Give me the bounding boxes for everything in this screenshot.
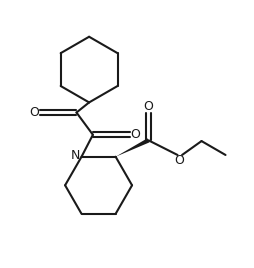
Text: N: N [71,149,80,162]
Text: O: O [29,106,39,119]
Text: O: O [174,154,184,167]
Text: O: O [144,100,153,113]
Text: O: O [130,128,140,141]
Polygon shape [116,138,150,157]
